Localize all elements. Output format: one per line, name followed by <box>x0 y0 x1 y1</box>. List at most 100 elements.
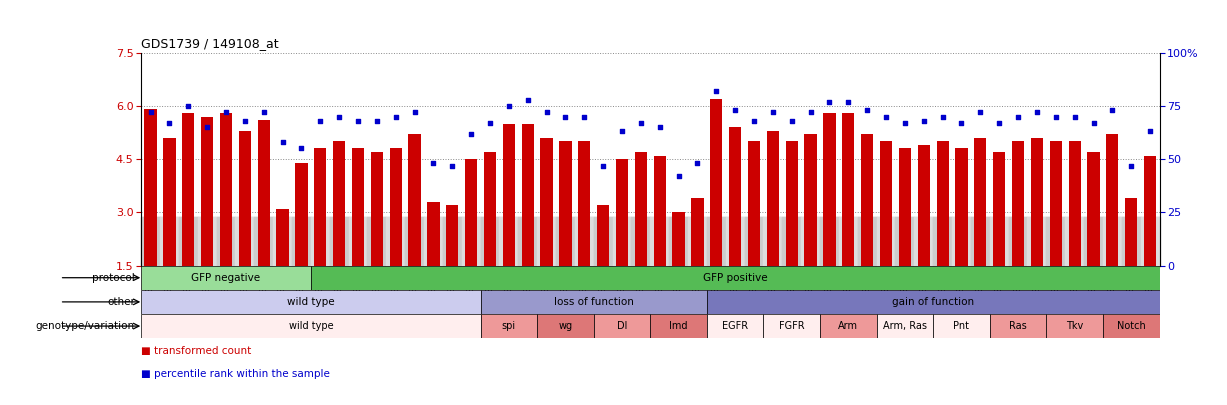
Bar <box>707 290 1160 314</box>
Bar <box>914 217 934 266</box>
Text: Arm, Ras: Arm, Ras <box>883 321 926 331</box>
Bar <box>763 217 783 266</box>
Bar <box>1012 141 1025 266</box>
Point <box>141 109 161 115</box>
Point <box>480 120 499 126</box>
Point <box>989 120 1009 126</box>
Bar <box>801 217 820 266</box>
Bar <box>918 145 930 266</box>
Bar <box>1141 217 1160 266</box>
Bar <box>292 217 310 266</box>
Bar <box>254 217 274 266</box>
Bar <box>594 217 612 266</box>
Bar <box>632 217 650 266</box>
Point <box>178 102 198 109</box>
Bar <box>707 217 725 266</box>
Bar <box>310 217 330 266</box>
Bar <box>899 149 910 266</box>
Text: protocol: protocol <box>92 273 135 283</box>
Bar <box>1085 217 1103 266</box>
Bar <box>820 217 839 266</box>
Bar <box>861 134 874 266</box>
Bar <box>729 127 741 266</box>
Text: gain of function: gain of function <box>892 297 974 307</box>
Point <box>367 117 387 124</box>
Text: Notch: Notch <box>1117 321 1146 331</box>
Text: Tkv: Tkv <box>1066 321 1083 331</box>
Bar <box>1065 217 1085 266</box>
Point <box>1009 113 1028 120</box>
Point <box>1140 128 1160 135</box>
Bar <box>537 217 556 266</box>
Bar <box>461 217 481 266</box>
Text: Dl: Dl <box>617 321 627 331</box>
Bar <box>763 217 783 266</box>
Bar <box>443 217 461 266</box>
Bar <box>971 217 990 266</box>
Bar <box>481 290 707 314</box>
Text: other: other <box>107 297 135 307</box>
Bar <box>616 159 628 266</box>
Bar <box>537 217 556 266</box>
Point <box>687 160 707 166</box>
Point <box>1065 113 1085 120</box>
Bar <box>163 138 175 266</box>
Text: Imd: Imd <box>670 321 688 331</box>
Bar <box>896 217 914 266</box>
Bar <box>691 198 703 266</box>
Bar <box>481 217 499 266</box>
Bar <box>785 141 798 266</box>
Bar <box>971 217 990 266</box>
Bar <box>876 314 934 338</box>
Bar <box>1103 314 1160 338</box>
Point <box>612 128 632 135</box>
Bar <box>236 217 254 266</box>
Point <box>254 109 274 115</box>
Bar <box>481 217 499 266</box>
Bar <box>839 217 858 266</box>
Bar <box>1031 138 1043 266</box>
Point <box>518 96 537 103</box>
Bar <box>1087 152 1099 266</box>
Bar <box>518 217 537 266</box>
Bar <box>934 217 952 266</box>
Bar <box>783 217 801 266</box>
Bar <box>405 217 425 266</box>
Bar <box>425 217 443 266</box>
Bar <box>1103 217 1121 266</box>
Text: ■ percentile rank within the sample: ■ percentile rank within the sample <box>141 369 330 379</box>
Bar <box>1085 217 1103 266</box>
Point <box>669 173 688 179</box>
Point <box>763 109 783 115</box>
Bar <box>367 217 387 266</box>
Bar <box>823 113 836 266</box>
Text: genotype/variation: genotype/variation <box>36 321 135 331</box>
Bar <box>367 217 387 266</box>
Bar <box>499 217 518 266</box>
Point <box>858 107 877 113</box>
Bar <box>1047 314 1103 338</box>
Point <box>329 113 348 120</box>
Bar <box>839 217 858 266</box>
Point <box>707 88 726 94</box>
Bar <box>896 217 914 266</box>
Bar <box>1047 217 1065 266</box>
Bar <box>310 266 1160 290</box>
Bar <box>239 131 252 266</box>
Point <box>310 117 330 124</box>
Bar <box>220 113 232 266</box>
Point <box>574 113 594 120</box>
Bar <box>880 141 892 266</box>
Bar <box>352 149 364 266</box>
Bar <box>1141 217 1160 266</box>
Text: wild type: wild type <box>288 321 334 331</box>
Bar <box>725 217 745 266</box>
Bar <box>1049 141 1061 266</box>
Bar <box>537 314 594 338</box>
Point <box>801 109 821 115</box>
Point <box>385 113 405 120</box>
Bar <box>688 217 707 266</box>
Bar <box>310 217 330 266</box>
Text: Ras: Ras <box>1009 321 1027 331</box>
Point <box>650 124 670 130</box>
